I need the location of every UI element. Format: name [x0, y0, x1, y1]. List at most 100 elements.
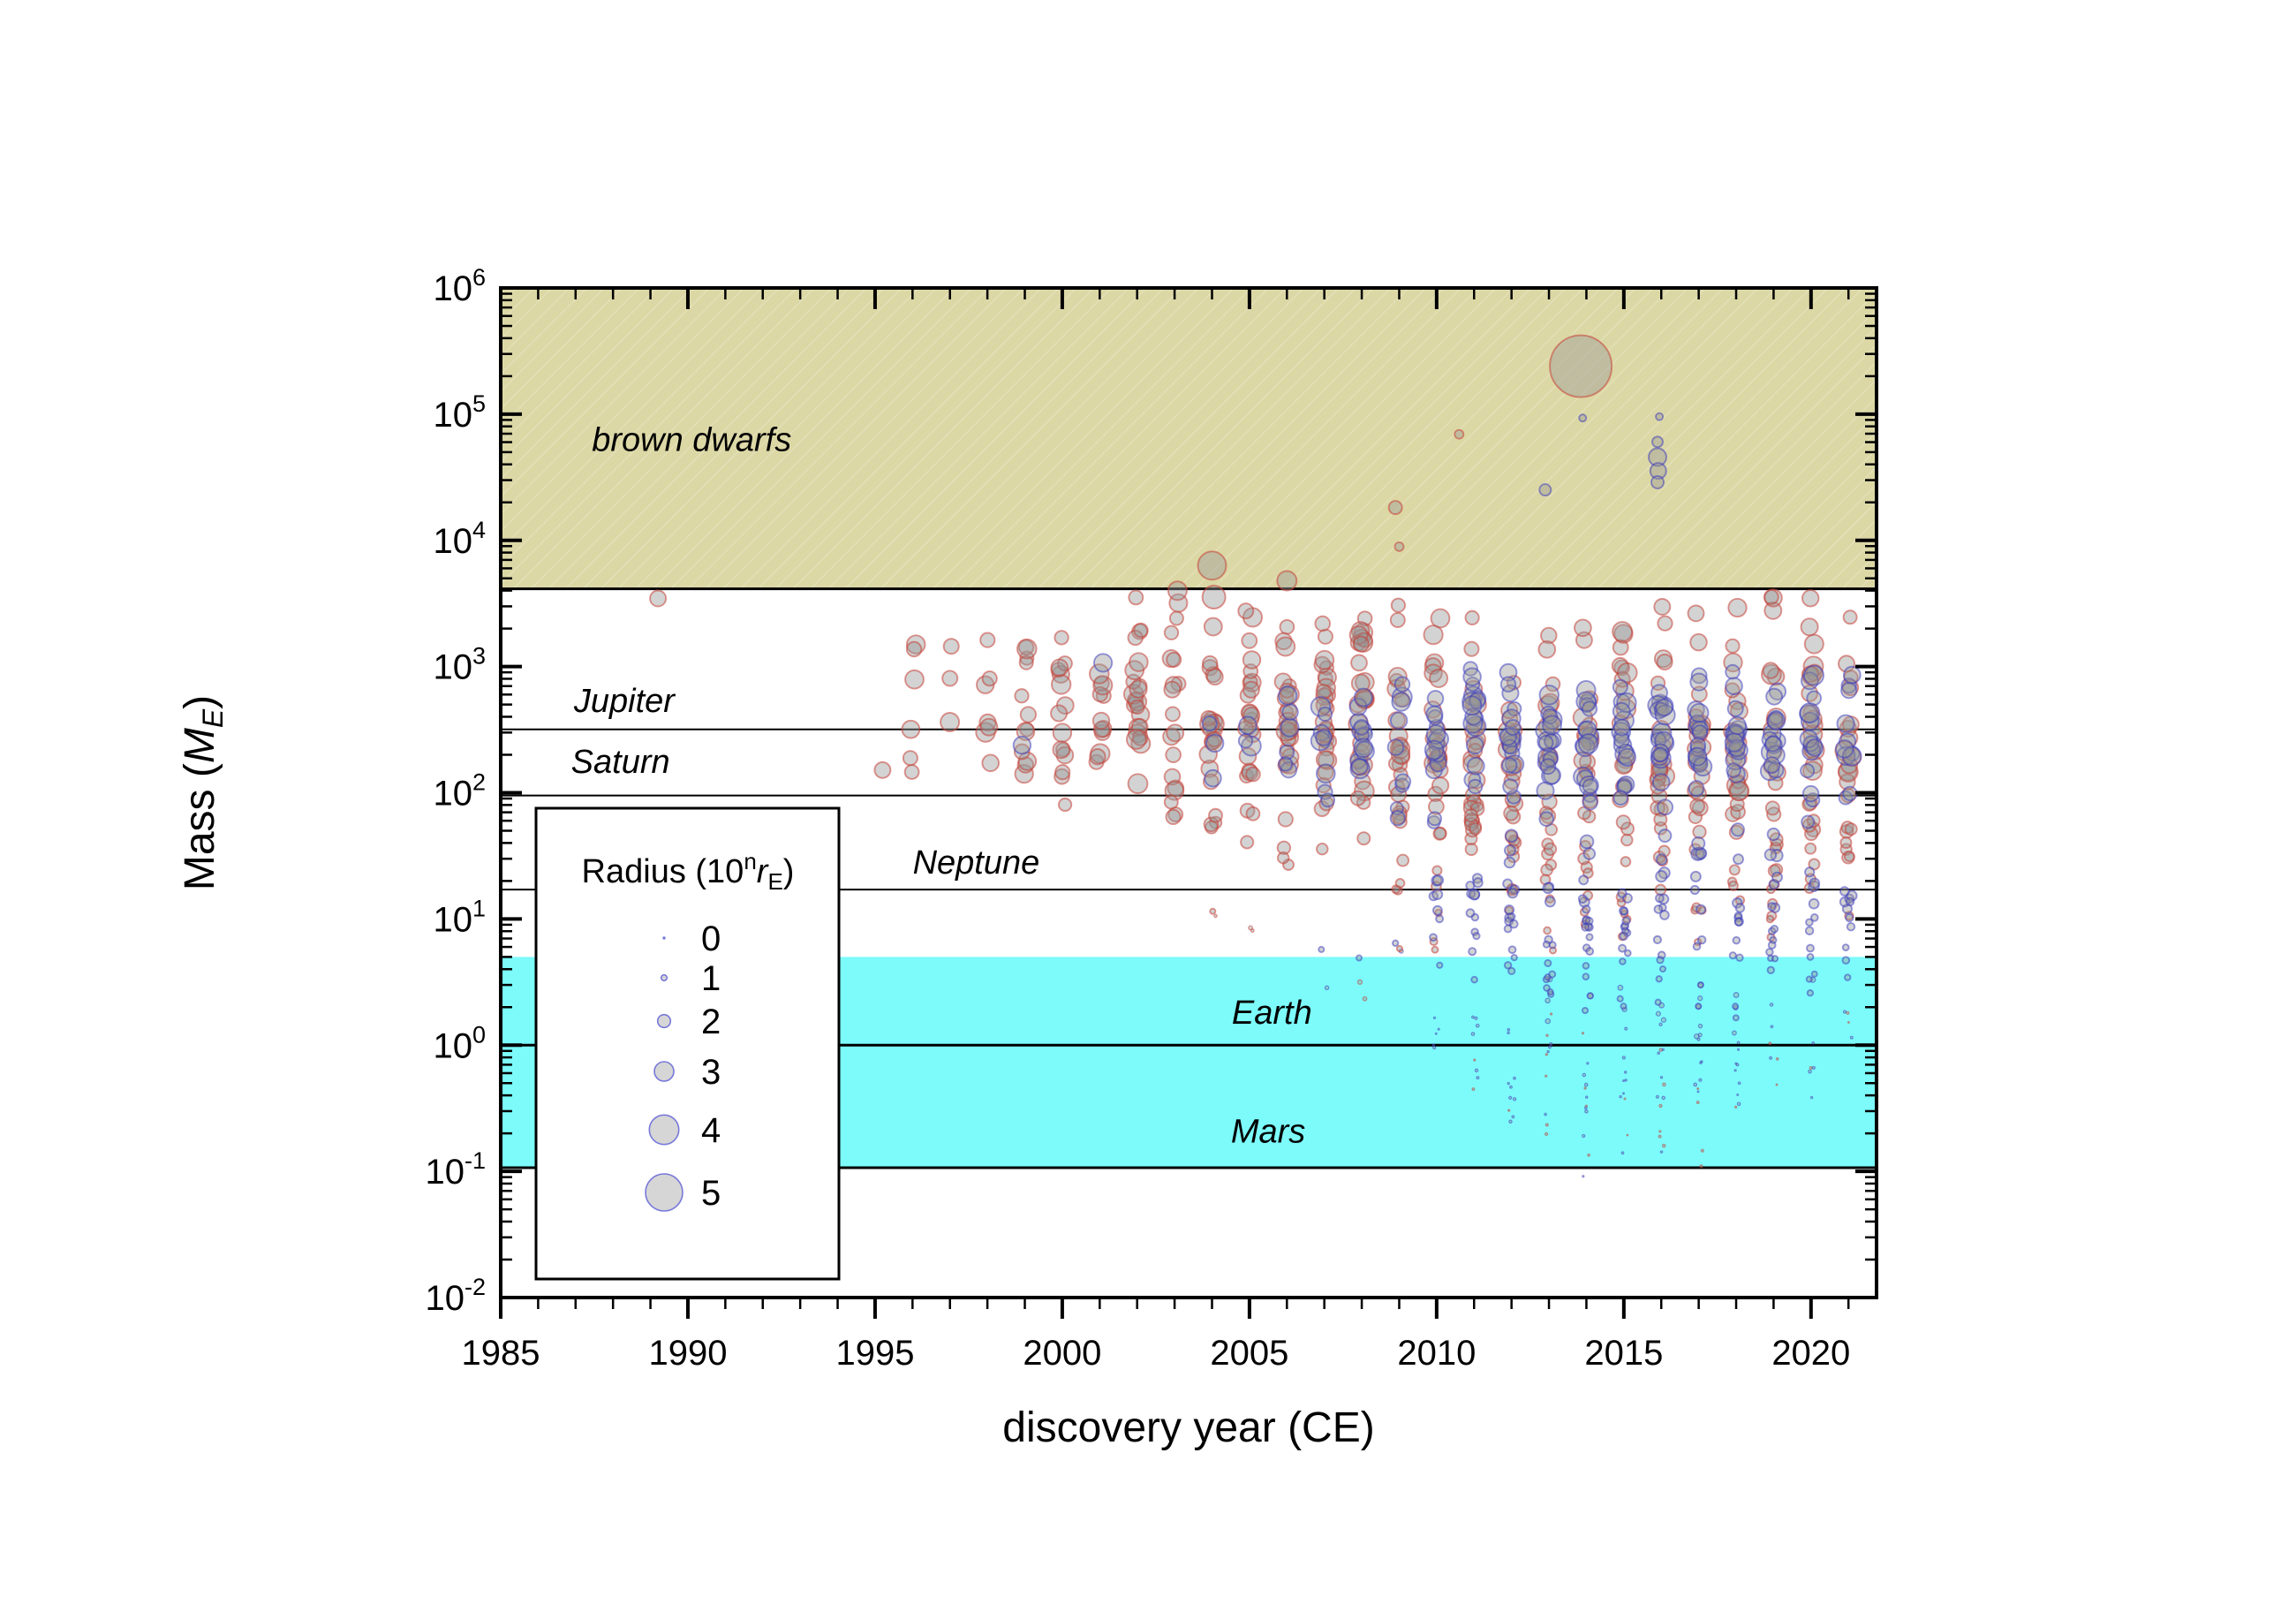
data-point [1537, 640, 1557, 659]
data-point [1205, 668, 1224, 686]
data-point [1771, 955, 1779, 963]
data-point [1841, 943, 1850, 951]
data-point [1696, 1087, 1700, 1090]
data-point [1699, 1061, 1703, 1064]
data-point [1727, 597, 1748, 618]
x-tick-label: 1990 [648, 1334, 727, 1373]
data-point [1389, 612, 1406, 628]
data-point [1504, 829, 1519, 843]
data-point [1837, 761, 1859, 783]
data-point [1128, 589, 1144, 606]
data-point [1765, 687, 1784, 706]
data-point [1801, 589, 1820, 608]
legend-size-circle-5 [645, 1173, 684, 1212]
data-point [1809, 1065, 1813, 1071]
data-point [1470, 1015, 1475, 1019]
data-point [1688, 708, 1704, 725]
data-point [1538, 483, 1552, 497]
data-point [1395, 944, 1403, 953]
data-point [1089, 748, 1106, 766]
data-point [1392, 939, 1400, 947]
data-point [1658, 1130, 1662, 1133]
data-point [1387, 667, 1408, 687]
x-axis-title: discovery year (CE) [1002, 1404, 1374, 1451]
data-point [1014, 688, 1030, 704]
data-point [1736, 1041, 1741, 1045]
data-point [1658, 829, 1673, 844]
data-point [1387, 500, 1403, 516]
size-legend-box [534, 806, 841, 1281]
data-point [1691, 720, 1709, 738]
data-point [1476, 1076, 1480, 1080]
data-point [1654, 730, 1674, 752]
data-point [1581, 1006, 1590, 1015]
data-point [1655, 853, 1668, 866]
data-point [1356, 954, 1363, 962]
data-point [1549, 1012, 1553, 1016]
data-point [1801, 784, 1820, 803]
data-point [1765, 948, 1774, 957]
data-point [1616, 995, 1624, 1003]
data-point [1431, 1043, 1435, 1047]
data-point [1692, 756, 1713, 777]
data-point [1166, 723, 1185, 743]
data-point [981, 753, 1000, 773]
data-point [1622, 1079, 1625, 1083]
data-point [1050, 658, 1069, 677]
data-point [1617, 888, 1628, 898]
data-point [1697, 981, 1704, 989]
data-point [1016, 722, 1036, 741]
y-axis-title: Mass (ME) [177, 695, 229, 890]
data-point [1350, 758, 1369, 776]
data-point [1499, 676, 1517, 692]
data-point [1168, 610, 1184, 626]
data-point [1800, 763, 1816, 779]
data-point [1659, 1075, 1664, 1079]
data-point [1465, 736, 1484, 755]
data-point [1727, 715, 1747, 736]
data-point [1356, 831, 1371, 846]
data-point [1578, 413, 1588, 423]
data-point [1587, 1153, 1590, 1157]
data-point [1393, 541, 1405, 552]
data-point [1320, 792, 1336, 808]
data-point [1658, 1103, 1663, 1109]
data-point [1356, 979, 1363, 985]
data-point [1310, 696, 1332, 717]
data-point [1276, 840, 1292, 855]
data-point [1620, 833, 1634, 847]
data-point [649, 589, 668, 608]
x-tick-label: 1995 [835, 1334, 914, 1373]
data-point [1649, 462, 1667, 481]
data-point [1620, 1151, 1625, 1155]
data-point [1349, 790, 1366, 806]
data-point [1764, 735, 1782, 753]
data-point [1582, 904, 1591, 914]
data-point [1016, 638, 1038, 660]
data-point [1463, 640, 1480, 657]
data-point [1582, 794, 1598, 811]
data-point [1583, 1086, 1587, 1090]
data-point [1842, 665, 1862, 685]
x-tick-label: 1985 [462, 1334, 540, 1373]
data-point [1843, 973, 1852, 981]
data-point [1648, 447, 1667, 467]
data-point [1617, 984, 1624, 991]
data-point [1659, 910, 1670, 920]
scatter-points [649, 334, 1862, 1178]
data-point [1847, 1020, 1850, 1024]
data-point [1429, 933, 1438, 942]
data-point [1502, 778, 1519, 795]
annotation-brown-dwarfs: brown dwarfs [592, 421, 791, 458]
data-point [1842, 1010, 1847, 1014]
data-point [1544, 1131, 1549, 1137]
data-point [1543, 842, 1558, 856]
data-point [1615, 814, 1631, 830]
data-point [1431, 776, 1450, 795]
data-point [1836, 714, 1855, 733]
data-point [1454, 428, 1465, 440]
data-point [1698, 1078, 1703, 1082]
data-point [1763, 756, 1781, 774]
data-point [1658, 1134, 1662, 1139]
data-point [1208, 807, 1223, 823]
